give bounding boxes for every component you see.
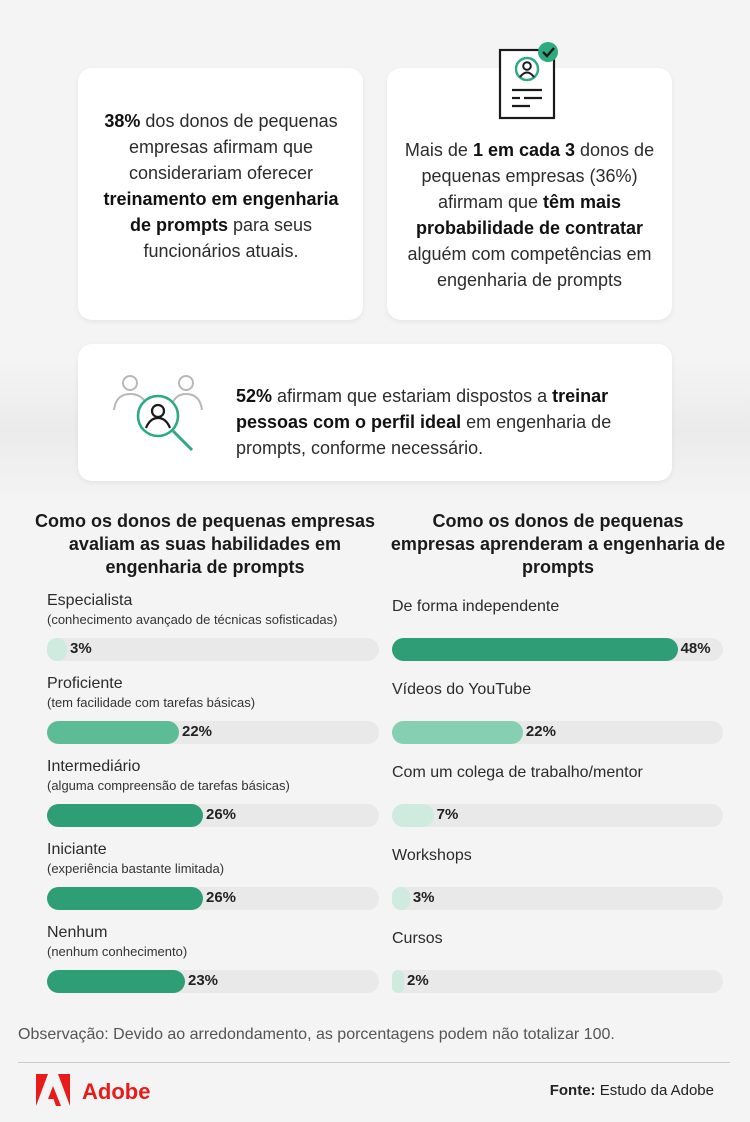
stat-text-training: 38% dos donos de pequenas empresas afirm… [96,108,346,264]
bar-fill [47,638,67,661]
skill-label: Especialista [47,592,133,609]
stat-text-part: têm mais probabilidade de contratar [415,192,644,238]
skill-label: Intermediário [47,758,141,775]
bar-value-label: 3% [70,640,92,657]
bar-fill [392,804,434,827]
stat-card-training [78,68,363,320]
bar-fill [392,970,404,993]
source-value: Estudo da Adobe [595,1082,714,1099]
adobe-brand-name: Adobe [82,1079,151,1104]
bar-track: 22% [47,721,379,744]
learning-method-label: Vídeos do YouTube [392,681,532,698]
skill-label: Proficiente [47,675,123,692]
stat-text-hiring: Mais de 1 em cada 3 donos de pequenas em… [398,137,661,293]
bar-fill [392,721,523,744]
adobe-logo-icon [36,1074,70,1106]
stat-text-part: treinar pessoas com o perfil ideal [236,386,609,432]
stat-text-part: Mais de [404,140,473,160]
skills-chart-title: Como os donos de pequenas empresas avali… [34,511,376,577]
source-label: Fonte: [549,1082,596,1099]
bar-track: 2% [392,970,723,993]
learning-method-label: Com um colega de trabalho/mentor [392,764,643,781]
stat-text-part: para seus funcionários atuais. [143,215,313,261]
skill-description: (conhecimento avançado de técnicas sofis… [47,612,338,627]
bar-value-label: 26% [206,889,237,906]
learning-method-label: Workshops [392,847,472,864]
stat-text-part: 1 em cada 3 [472,140,576,160]
stat-text-part: afirmam que estariam dispostos a [272,386,553,406]
rounding-note: Observação: Devido ao arredondamento, as… [18,1026,615,1043]
skill-label: Nenhum [47,924,108,941]
stat-text-part: dos donos de pequenas empresas afirmam q… [128,111,338,183]
stat-text-part: donos de pequenas empresas (36%) afirmam… [421,140,655,212]
stat-text-willing-train: 52% afirmam que estariam dispostos a tre… [236,383,656,461]
bar-fill [392,638,678,661]
bar-track: 3% [47,638,379,661]
bar-value-label: 48% [680,640,711,657]
bar-track: 3% [392,887,723,910]
stat-text-part: 52% [236,386,273,406]
document-person-check-icon [498,42,558,120]
bar-value-label: 3% [412,889,435,906]
learning-method-label: Cursos [392,930,443,947]
people-search-icon [113,375,203,452]
footer-divider [18,1062,730,1063]
bar-value-label: 22% [182,723,213,740]
bar-fill [47,887,203,910]
bar-value-label: 22% [525,723,556,740]
learning-method-label: De forma independente [392,598,560,615]
skill-description: (alguma compreensão de tarefas básicas) [47,778,290,793]
bar-value-label: 23% [188,972,219,989]
bar-track: 7% [392,804,723,827]
stat-text-part: treinamento em engenharia de prompts [103,189,339,235]
bar-track: 48% [392,638,723,661]
bar-value-label: 2% [407,972,429,989]
bar-track: 26% [47,887,379,910]
skill-label: Iniciante [47,841,107,858]
bar-fill [47,970,185,993]
skill-description: (experiência bastante limitada) [47,861,225,876]
bar-track: 26% [47,804,379,827]
stat-text-part: alguém com competências em engenharia de… [407,244,652,290]
learning-chart-title: Como os donos de pequenas empresas apren… [390,511,726,577]
bar-track: 22% [392,721,723,744]
skill-description: (tem facilidade com tarefas básicas) [47,695,256,710]
bar-fill [392,887,410,910]
bar-track: 23% [47,970,379,993]
skill-description: (nenhum conhecimento) [47,944,188,959]
source-credit: Fonte: Estudo da Adobe [550,1082,714,1099]
bar-value-label: 26% [206,806,237,823]
bar-fill [47,721,179,744]
bar-value-label: 7% [436,806,459,823]
stat-text-part: em engenharia de prompts, conforme neces… [236,412,612,458]
bar-fill [47,804,203,827]
stat-text-part: 38% [104,111,141,131]
